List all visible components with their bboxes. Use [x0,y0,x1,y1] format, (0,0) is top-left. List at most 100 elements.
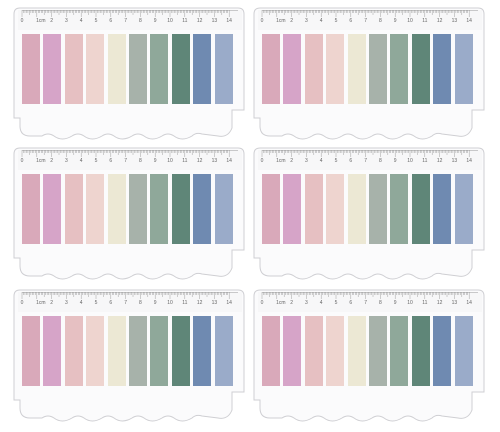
ruler-label: 9 [393,300,397,306]
color-tab [64,316,83,386]
color-tab [43,34,62,104]
tab-set: 0 1cm 2 3 4 5 6 7 8 9 10 11 12 13 14 [252,288,486,424]
tab-set: 0 1cm 2 3 4 5 6 7 8 9 10 11 12 13 14 [252,6,486,142]
color-tab [369,174,387,244]
ruler-label: 0 [20,300,24,306]
color-tab [347,174,366,244]
color-tab [86,34,105,104]
color-tab [129,174,147,244]
color-tab [283,174,302,244]
tab-set: 0 1cm 2 3 4 5 6 7 8 9 10 11 12 13 14 [12,6,246,142]
color-tab [411,174,430,244]
ruler-label: 10 [167,300,173,306]
ruler-label: 13 [211,300,218,306]
ruler-label: 4 [319,158,323,164]
ruler-label: 2 [50,300,53,306]
ruler-label: 7 [124,300,127,306]
ruler: 0 1cm 2 3 4 5 6 7 8 9 10 11 12 13 14 [18,10,242,30]
ruler-label: 10 [167,158,173,164]
color-tab [390,34,409,104]
color-tab [43,174,62,244]
ruler-label: 14 [466,18,472,24]
ruler-label: 8 [139,18,142,24]
ruler-label: 2 [50,158,53,164]
ruler-label: 5 [94,300,98,306]
ruler-label: 6 [349,158,353,164]
color-tab [369,34,387,104]
ruler-label: 10 [407,300,413,306]
color-tab [150,316,169,386]
ruler-label: 7 [364,300,367,306]
ruler-label: 6 [109,18,113,24]
ruler: 0 1cm 2 3 4 5 6 7 8 9 10 11 12 13 14 [18,150,242,170]
ruler-label: 12 [196,18,203,24]
ruler-label: 5 [334,18,338,24]
ruler-label: 4 [319,18,323,24]
ruler-label: 2 [290,18,293,24]
color-tab [129,34,147,104]
ruler-label: 1cm [36,18,46,24]
color-tab [390,174,409,244]
ruler: 0 1cm 2 3 4 5 6 7 8 9 10 11 12 13 14 [258,292,482,312]
color-tab [262,34,280,104]
ruler: 0 1cm 2 3 4 5 6 7 8 9 10 11 12 13 14 [18,292,242,312]
ruler-label: 12 [196,300,203,306]
ruler-label: 0 [260,300,264,306]
ruler-label: 2 [50,18,53,24]
ruler-label: 1cm [36,300,46,306]
color-tab [86,316,105,386]
color-tab [171,316,190,386]
ruler-label: 9 [393,158,397,164]
ruler-label: 14 [226,18,232,24]
ruler-label: 5 [94,158,98,164]
ruler-label: 7 [124,18,127,24]
ruler-label: 1cm [276,300,286,306]
ruler-label: 14 [466,158,472,164]
ruler: 0 1cm 2 3 4 5 6 7 8 9 10 11 12 13 14 [258,10,482,30]
ruler-label: 1cm [36,158,46,164]
color-tab [150,34,169,104]
tab-set: 0 1cm 2 3 4 5 6 7 8 9 10 11 12 13 14 [12,146,246,282]
ruler-label: 11 [182,300,188,306]
color-tab [107,174,126,244]
color-tab [369,316,387,386]
color-tab [304,316,323,386]
ruler-label: 14 [466,300,472,306]
ruler: 0 1cm 2 3 4 5 6 7 8 9 10 11 12 13 14 [258,150,482,170]
ruler-label: 0 [260,158,264,164]
tab-set: 0 1cm 2 3 4 5 6 7 8 9 10 11 12 13 14 [12,288,246,424]
color-tab [43,316,62,386]
ruler-label: 3 [305,300,308,306]
color-tab [326,174,345,244]
ruler-label: 4 [79,158,83,164]
ruler-label: 5 [94,18,98,24]
color-tab [454,174,473,244]
color-tab [454,34,473,104]
color-tab [22,316,40,386]
color-tab [171,34,190,104]
ruler-label: 9 [393,18,397,24]
color-tab [193,316,212,386]
color-tab [129,316,147,386]
color-tab [390,316,409,386]
ruler-label: 2 [290,158,293,164]
ruler-label: 12 [436,158,443,164]
ruler-label: 12 [196,158,203,164]
ruler-label: 13 [451,300,458,306]
color-tab [326,316,345,386]
color-tab [411,316,430,386]
color-tab [107,316,126,386]
ruler-label: 5 [334,158,338,164]
ruler-label: 0 [20,158,24,164]
ruler-label: 4 [319,300,323,306]
ruler-label: 4 [79,300,83,306]
ruler-label: 11 [422,158,428,164]
ruler-label: 0 [20,18,24,24]
ruler-label: 11 [182,158,188,164]
color-tab [283,316,302,386]
ruler-label: 12 [436,18,443,24]
color-tab [454,316,473,386]
color-tab [22,174,40,244]
ruler-label: 8 [379,18,382,24]
ruler-label: 10 [407,158,413,164]
